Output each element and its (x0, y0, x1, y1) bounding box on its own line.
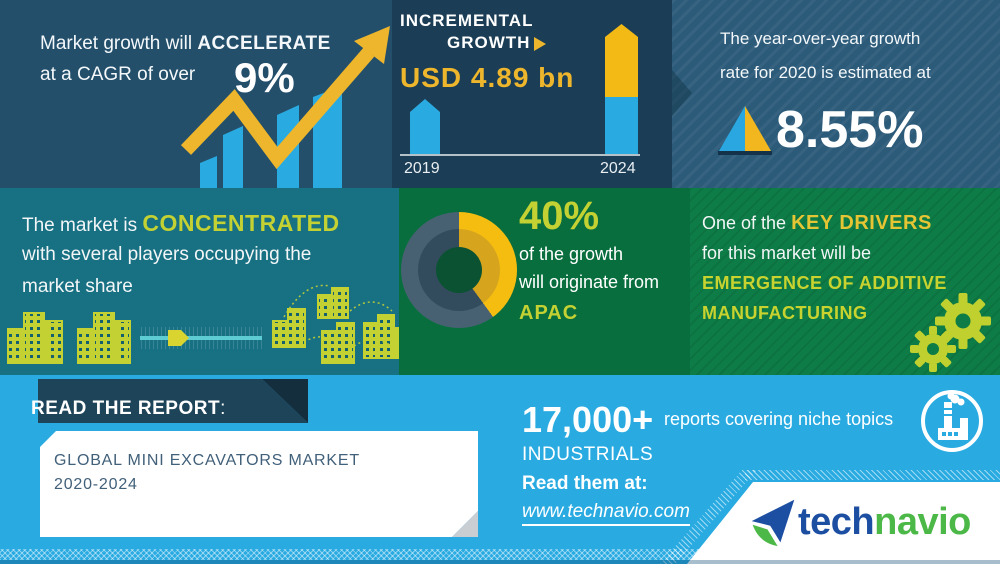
panel-key-drivers: One of the KEY DRIVERS for this market w… (690, 188, 1000, 375)
incremental-value: USD 4.89 bn (400, 62, 575, 93)
panel-cagr: Market growth will ACCELERATE at a CAGR … (0, 0, 392, 188)
panel-market-concentration: The market is CONCENTRATED with several … (0, 188, 399, 375)
gears-icon (910, 293, 991, 372)
read-the-report-banner: READ THE REPORT: (31, 398, 226, 419)
technavio-logo-mark-icon (751, 499, 795, 547)
incremental-title-line2: GROWTH (447, 33, 547, 53)
cagr-statement: Market growth will ACCELERATE at a CAGR … (40, 28, 331, 90)
concentration-line1: The market is CONCENTRATED (22, 210, 340, 236)
technavio-logo: tech navio (748, 497, 971, 547)
report-title-card (40, 431, 478, 537)
apac-line1: of the growth (519, 244, 624, 264)
bottom-edge-line (0, 560, 1000, 564)
report-title-line2: 2020-2024 (54, 476, 138, 493)
factory-icon (921, 390, 983, 452)
logo-text-tech: tech (798, 501, 875, 543)
report-banner-ribbon (38, 379, 308, 423)
keydrivers-line3: EMERGENCE OF ADDITIVE (702, 273, 947, 293)
apac-donut-chart (401, 212, 517, 328)
apac-line2: will originate from (519, 272, 660, 292)
cagr-line1-normal: Market growth will (40, 33, 198, 54)
yoy-line2: rate for 2020 is estimated at (720, 63, 931, 82)
read-them-at-label: Read them at: (522, 473, 648, 494)
triangle-up-icon (718, 106, 772, 155)
bottom-hatch-band (0, 549, 1000, 560)
keydrivers-line1: One of the KEY DRIVERS (702, 212, 932, 234)
keydrivers-line4: MANUFACTURING (702, 303, 868, 323)
chevron-decoration (672, 70, 692, 116)
growth-arrow-bars-graphic (180, 26, 390, 188)
concentration-line2: with several players occupying the (22, 244, 312, 265)
technavio-url-link[interactable]: www.technavio.com (522, 501, 690, 526)
city-buildings-graphic (7, 284, 399, 364)
year-label-2024: 2024 (600, 160, 636, 177)
corner-stripe-horizontal (745, 470, 1000, 480)
logo-text-navio: navio (874, 501, 971, 543)
panel-apac-growth: 40% of the growth will originate from AP… (399, 188, 690, 375)
panel-incremental-growth: INCREMENTAL GROWTH USD 4.89 bn 2019 2024 (392, 0, 672, 188)
incremental-title-line1: INCREMENTAL (400, 11, 534, 30)
category-label: INDUSTRIALS (522, 444, 654, 465)
keydrivers-accent: KEY DRIVERS (791, 212, 932, 234)
keydrivers-line2: for this market will be (702, 243, 872, 263)
donut-hole (436, 247, 482, 293)
yoy-statement: The year-over-year growth rate for 2020 … (720, 22, 931, 90)
apac-region-label: APAC (519, 302, 579, 324)
reports-count: 17,000+ (522, 399, 654, 440)
cagr-value: 9% (234, 54, 295, 101)
year-label-2019: 2019 (404, 160, 440, 177)
concentration-line3: market share (22, 276, 133, 297)
yoy-value: 8.55% (776, 101, 924, 159)
report-title-line1: GLOBAL MINI EXCAVATORS MARKET (54, 452, 360, 469)
cagr-line2: at a CAGR of over (40, 64, 196, 85)
concentration-accent: CONCENTRATED (142, 210, 340, 236)
panel-yoy-growth: The year-over-year growth rate for 2020 … (672, 0, 1000, 188)
apac-percent: 40% (519, 194, 600, 238)
incremental-bar-chart (400, 24, 640, 156)
play-triangle-icon (534, 37, 547, 51)
footer-section: READ THE REPORT: GLOBAL MINI EXCAVATORS … (0, 375, 1000, 564)
yoy-line1: The year-over-year growth (720, 29, 921, 48)
reports-count-caption: reports covering niche topics (664, 409, 894, 429)
cagr-line1-accent: ACCELERATE (197, 33, 331, 54)
